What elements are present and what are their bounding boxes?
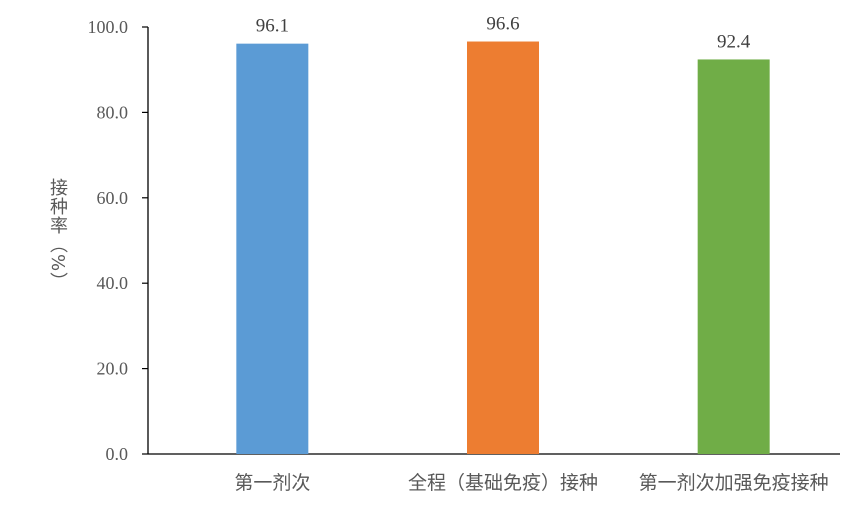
bar [467, 41, 539, 454]
data-label: 92.4 [717, 31, 751, 52]
y-axis-label: 接种率（%） [47, 178, 68, 292]
y-tick-label: 100.0 [88, 17, 129, 37]
x-category-label: 全程（基础免疫）接种 [408, 472, 598, 494]
y-tick-label: 40.0 [97, 273, 129, 293]
bar [236, 43, 309, 454]
x-category-label: 第一剂次加强免疫接种 [639, 472, 829, 494]
data-label: 96.1 [256, 16, 289, 37]
y-tick-label: 60.0 [97, 188, 129, 208]
bar [697, 59, 770, 455]
y-tick-label: 80.0 [97, 102, 129, 122]
y-tick-label: 0.0 [106, 444, 129, 464]
data-label: 96.6 [486, 14, 519, 35]
x-category-label: 第一剂次 [234, 472, 310, 494]
y-tick-label: 20.0 [97, 359, 129, 379]
